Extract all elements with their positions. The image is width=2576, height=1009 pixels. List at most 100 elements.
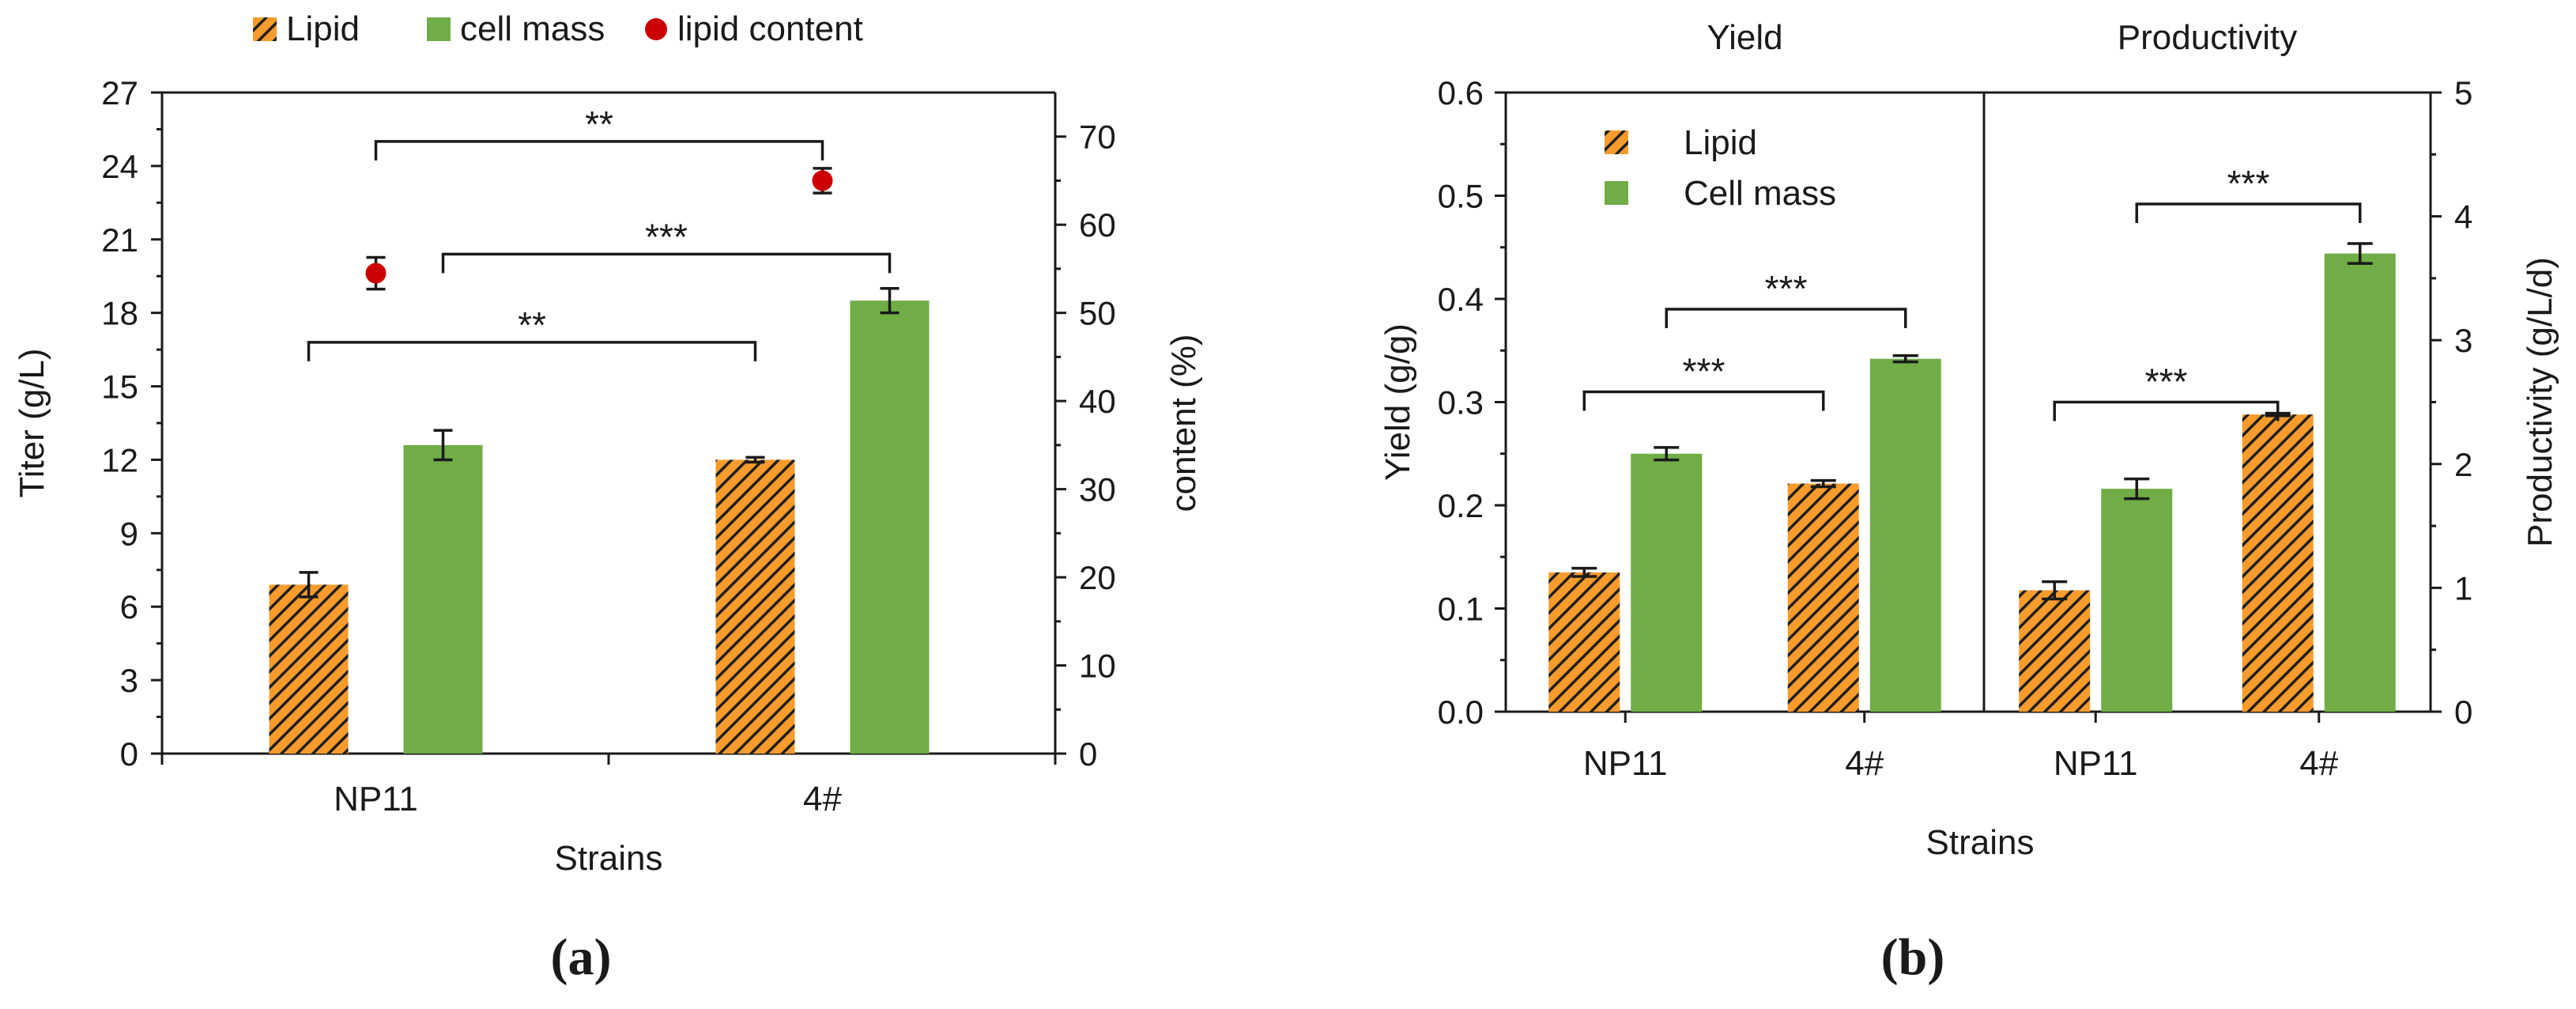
significance-bracket [307,341,757,361]
x-tick-label: NP11 [1583,744,1668,783]
y2-tick-label: 40 [1079,383,1116,420]
significance-label: *** [1765,268,1808,309]
error-bar [299,571,319,599]
significance-label: *** [2227,163,2270,204]
x-tick-label: NP11 [334,780,418,818]
y-tick-label: 3 [120,662,138,699]
significance-bracket [441,252,892,274]
bar-lipid-4 [715,459,795,754]
subpanel-title-yield: Yield [1707,18,1782,57]
panel-labels: (a) (b) [551,928,1945,986]
y-tick-label: 12 [101,441,138,478]
significance-label: *** [645,216,688,257]
bar-yield-lipid-np11 [1548,572,1620,712]
error-bar [1810,478,1836,489]
subpanel-title-productivity: Productivity [2118,18,2297,57]
error-bar [880,286,900,315]
legend-swatch-cell-mass [427,17,451,41]
legend-label-lipid-content: lipid content [677,9,863,48]
legend-label-cell-mass: cell mass [460,9,605,48]
y2-axis-title: Productivity (g/L/d) [2521,257,2559,547]
bar-yield-cell-mass-4 [1869,358,1941,712]
x-tick-label: 4# [1845,744,1884,783]
panel-b: 0.0 0.1 0.2 0.3 0.4 0.5 0.6 0 1 2 3 4 5 Yield (g/g) Pr… [1379,18,2559,862]
y-tick-label: 24 [101,148,138,185]
legend-label-lipid: Lipid [286,9,360,48]
y-tick-label: 0.2 [1438,487,1484,524]
bar-cell-mass-np11 [403,444,483,754]
legend-swatch-lipid [1605,130,1628,154]
error-bar [1571,566,1597,578]
x-tick-label: NP11 [2054,744,2138,783]
y2-tick-label: 2 [2454,446,2472,483]
legend-swatch-lipid-content [645,18,667,40]
bar-productivity-cell-mass-np11 [2101,489,2173,712]
y2-tick-label: 30 [1079,471,1116,508]
y-tick-label: 0 [120,735,138,773]
y-tick-label: 0.5 [1438,178,1484,215]
x-tick-label: 4# [803,780,842,818]
y2-tick-label: 20 [1079,559,1116,596]
y2-tick-label: 10 [1079,648,1116,685]
y2-tick-label: 5 [2454,74,2472,111]
significance-label: *** [2145,361,2188,402]
y-tick-label: 9 [120,515,138,552]
bar-productivity-lipid-np11 [2019,590,2091,712]
point-lipid-content-np11 [365,263,387,284]
y-axis-title: Yield (g/g) [1379,323,1417,481]
y2-tick-label: 1 [2454,569,2472,607]
y-tick-label: 0.1 [1438,591,1484,628]
error-bar [2042,580,2068,601]
legend-label-lipid: Lipid [1684,123,1757,162]
y2-tick-label: 60 [1079,206,1116,244]
significance-label: ** [518,304,546,346]
significance-bracket [1582,390,1825,411]
legend-swatch-lipid [253,17,277,41]
legend: Lipid cell mass lipid content [253,9,863,48]
point-lipid-content-4 [812,170,833,191]
y-tick-label: 15 [101,368,138,406]
panel-a: 0 3 6 9 12 15 18 21 24 27 0 10 20 30 40 50 60 70 Titer (g/… [13,9,1203,878]
y-tick-label: 0.0 [1438,693,1484,731]
legend-label-cell-mass: Cell mass [1684,174,1836,213]
significance-label: *** [1683,350,1726,391]
y2-tick-label: 0 [1079,735,1097,773]
error-bar [1892,354,1918,364]
panel-a-label: (a) [551,928,612,986]
significance-bracket [2053,400,2280,421]
bar-productivity-cell-mass-4 [2324,253,2396,712]
significance-bracket [1665,308,1907,329]
legend: Lipid Cell mass [1605,123,1836,213]
y-tick-label: 0.4 [1438,281,1484,318]
bar-lipid-np11 [269,584,349,754]
y-tick-label: 21 [101,221,138,259]
y-tick-label: 18 [101,295,138,332]
y2-tick-label: 0 [2454,693,2472,731]
significance-bracket [374,140,824,161]
x-tick-label: 4# [2299,744,2338,783]
bar-yield-lipid-4 [1787,483,1859,712]
y-tick-label: 0.6 [1438,74,1484,111]
x-axis-title: Strains [555,839,663,878]
y-tick-label: 27 [101,74,138,111]
y2-tick-label: 50 [1079,295,1116,332]
y2-tick-label: 70 [1079,119,1116,156]
y-axis-title: Titer (g/L) [13,348,51,497]
bar-cell-mass-4 [850,300,930,754]
significance-bracket [2135,202,2362,223]
y-tick-label: 0.3 [1438,384,1484,421]
error-bar [2347,242,2373,265]
error-bar [1654,446,1680,462]
error-bar [2124,477,2150,501]
significance-label: ** [585,104,613,145]
y2-axis-title: content (%) [1164,334,1203,512]
bar-productivity-lipid-4 [2242,414,2314,712]
x-axis-title: Strains [1926,823,2035,862]
error-bar [745,455,765,464]
legend-swatch-cell-mass [1605,181,1628,205]
y-tick-label: 6 [120,588,138,625]
panel-b-label: (b) [1881,928,1945,986]
y2-tick-label: 4 [2454,198,2472,236]
error-bar [433,429,453,462]
